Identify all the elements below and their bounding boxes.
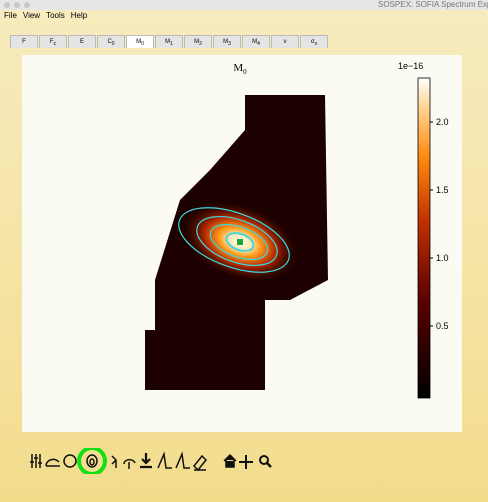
tab-subscript: c [53, 41, 57, 48]
tab-subscript: 4 [257, 41, 260, 48]
pan-tool[interactable] [239, 455, 253, 469]
download-tool[interactable] [140, 453, 152, 469]
tab[interactable]: M4 [242, 35, 270, 48]
eraser-tool[interactable] [192, 454, 208, 472]
tab-label: M [194, 39, 200, 45]
tab[interactable]: M0 [126, 35, 154, 48]
tab-subscript: 0 [111, 41, 115, 48]
menu-item[interactable]: Help [70, 11, 88, 20]
menu-item[interactable]: Tools [46, 11, 65, 20]
marker [237, 239, 243, 245]
sliders-tool[interactable] [30, 454, 42, 468]
tab-label: ν [283, 39, 287, 45]
window-title: SOSPEX: SOFIA Spectrum Explo [378, 0, 488, 9]
line-tool-1[interactable] [157, 451, 172, 469]
colorbar [417, 77, 431, 399]
tab-subscript: 0 [141, 41, 144, 48]
toolbar [30, 448, 272, 474]
plot-title: M0 [233, 62, 247, 76]
zoom-circle-tool[interactable] [63, 454, 77, 468]
tab-label: F [22, 39, 26, 45]
zoom-tool[interactable] [259, 455, 272, 468]
contour-tool[interactable] [86, 454, 98, 468]
tab-label: M [136, 39, 142, 45]
tab-label: E [79, 39, 84, 45]
highlight-circle [77, 448, 107, 474]
minimize-button[interactable] [14, 2, 20, 8]
tab[interactable]: M3 [213, 35, 241, 48]
zoom-button[interactable] [24, 2, 30, 8]
tab[interactable]: C0 [97, 35, 125, 48]
tab-bar: F Fc E C0 M0 M1 M2 M3 M4 ν σv [10, 35, 329, 48]
plot-panel: M0 1e−16 2.0 1.5 1.0 0.5 [22, 55, 462, 432]
menu-item[interactable]: File [4, 11, 17, 20]
tab-subscript: 2 [199, 41, 202, 48]
line-tool-2[interactable] [175, 451, 190, 469]
cloud-up-tool[interactable] [123, 459, 136, 469]
colorbar-exponent: 1e−16 [398, 61, 423, 71]
tab-label: σ [310, 39, 315, 45]
colorbar-tick-label: 1.0 [436, 253, 449, 263]
tab[interactable]: ν [271, 35, 299, 48]
tab-subscript: v [314, 41, 318, 48]
tab-label: M [165, 39, 171, 45]
tab-label: F [49, 39, 54, 45]
menu-bar: File View Tools Help [4, 11, 87, 20]
close-button[interactable] [4, 2, 10, 8]
colorbar-tick-label: 1.5 [436, 185, 449, 195]
menu-item[interactable]: View [22, 11, 41, 20]
tab-subscript: 1 [170, 41, 173, 48]
title-bar: SOSPEX: SOFIA Spectrum Explo [0, 0, 488, 10]
cloud-tool[interactable] [45, 458, 60, 467]
tab[interactable]: M1 [155, 35, 183, 48]
tab[interactable]: Fc [39, 35, 67, 48]
tab[interactable]: M2 [184, 35, 212, 48]
tab[interactable]: E [68, 35, 96, 48]
tab-label: M [252, 39, 258, 45]
colorbar-tick-label: 0.5 [436, 321, 449, 331]
tab-subscript: 3 [228, 41, 231, 48]
fit-tool[interactable] [111, 455, 118, 468]
tab[interactable]: F [10, 35, 38, 48]
home-tool[interactable] [223, 453, 237, 468]
tab-label: C [107, 39, 112, 45]
contours [178, 207, 290, 273]
tab-label: M [223, 39, 229, 45]
colorbar-tick-label: 2.0 [436, 117, 449, 127]
tab[interactable]: σv [300, 35, 328, 48]
